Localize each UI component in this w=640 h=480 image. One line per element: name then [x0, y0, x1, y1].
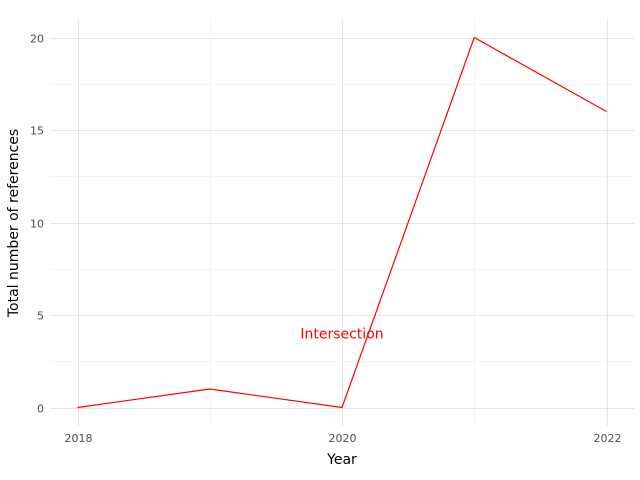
y-axis-title: Total number of references: [6, 129, 22, 318]
y-tick-label: 5: [37, 310, 44, 323]
y-tick-label: 0: [37, 403, 44, 416]
x-axis-title: Year: [326, 452, 357, 468]
x-axis-ticks: 2018 2020 2022: [65, 432, 622, 445]
y-tick-label: 15: [30, 125, 44, 138]
annotations: Intersection: [300, 327, 383, 343]
x-tick-label: 2018: [65, 432, 93, 445]
plot-area: Intersection: [50, 18, 634, 426]
y-tick-label: 10: [30, 218, 44, 231]
annotation-label: Intersection: [300, 327, 383, 343]
series-line: [77, 36, 607, 409]
x-tick-label: 2022: [594, 432, 622, 445]
y-tick-label: 20: [30, 33, 44, 46]
series-lines: [77, 36, 607, 409]
x-tick-label: 2020: [329, 432, 357, 445]
major-gridlines: [50, 18, 634, 426]
y-axis-ticks: 0 5 10 15 20: [30, 33, 44, 416]
